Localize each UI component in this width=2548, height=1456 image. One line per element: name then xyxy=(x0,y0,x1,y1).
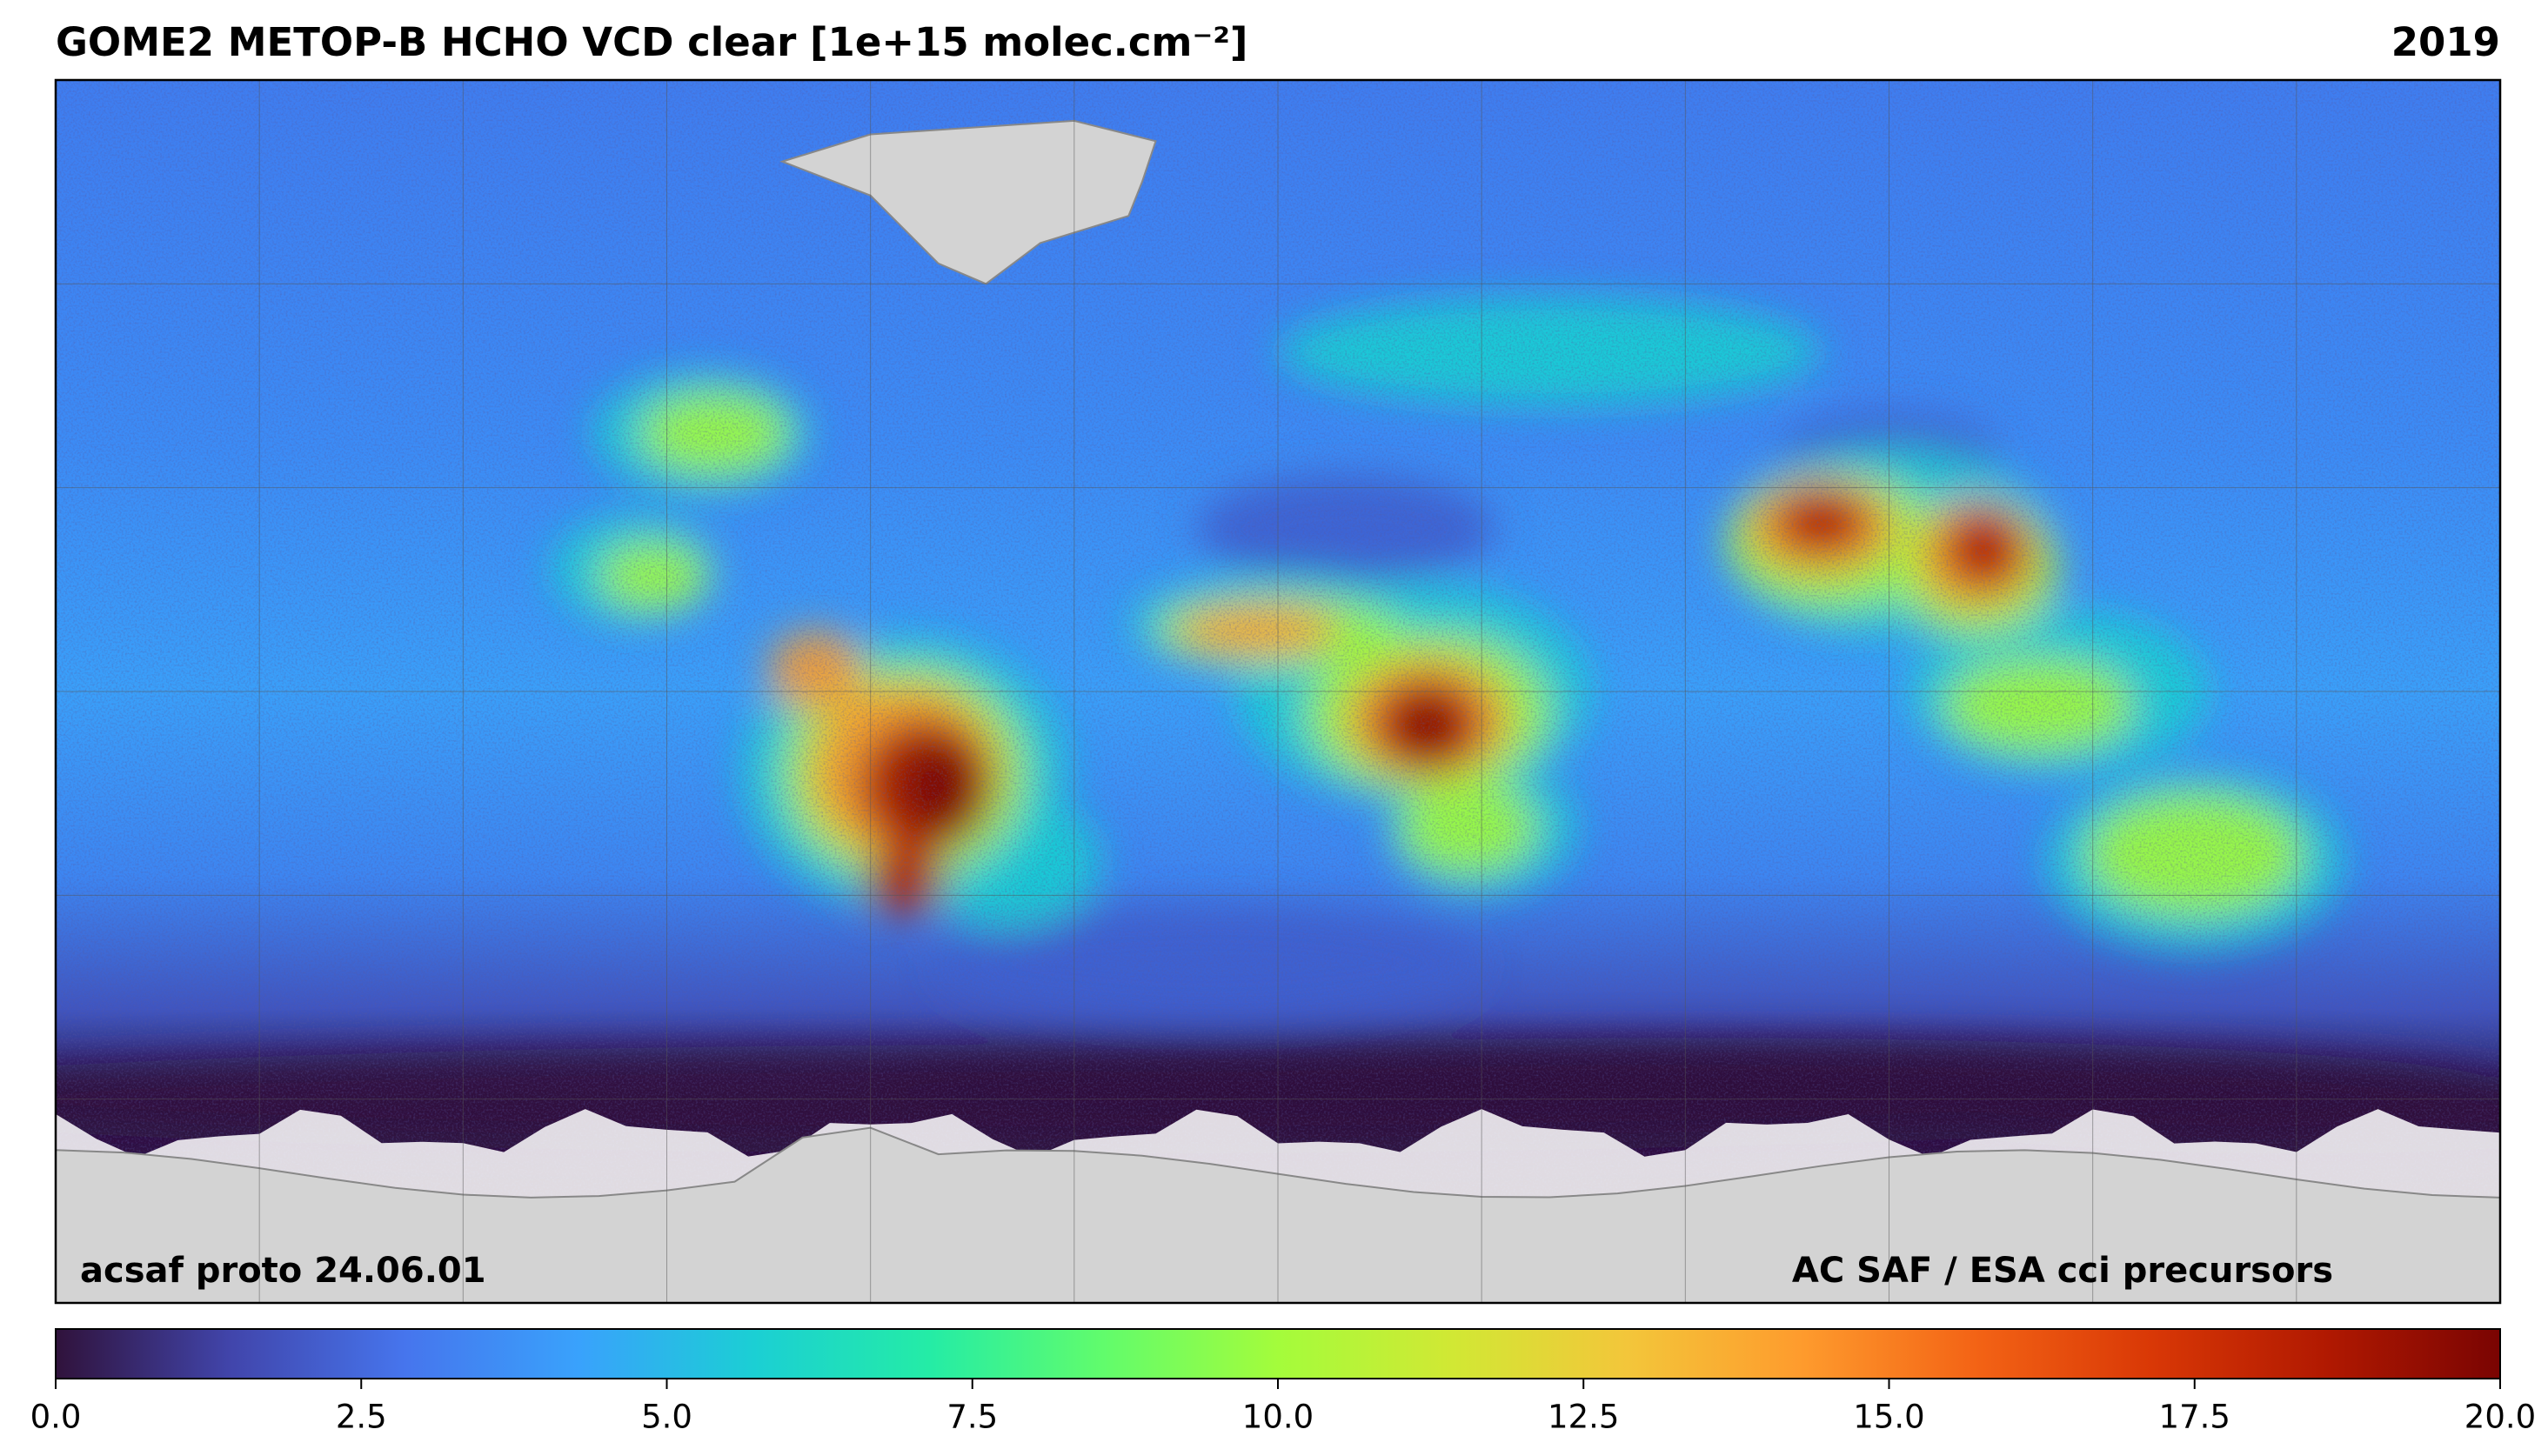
tick-label: 5.0 xyxy=(641,1399,692,1436)
year: 2019 xyxy=(2391,19,2500,65)
tick-label: 10.0 xyxy=(1242,1399,1314,1436)
map-frame xyxy=(54,78,2502,1305)
greenland xyxy=(779,119,1157,285)
tick-label: 12.5 xyxy=(1548,1399,1619,1436)
graticule xyxy=(56,80,2500,1303)
tick-label: 20.0 xyxy=(2464,1399,2536,1436)
tick-label: 2.5 xyxy=(336,1399,387,1436)
map xyxy=(56,80,2500,1303)
tick-label: 15.0 xyxy=(1853,1399,1924,1436)
footer-right: AC SAF / ESA cci precursors xyxy=(1792,1251,2333,1291)
colorbar-ticks: 0.0 2.5 5.0 7.5 10.0 12.5 15.0 17.5 20.0 xyxy=(30,1379,2536,1436)
tick-label: 7.5 xyxy=(946,1399,998,1436)
map-title: GOME2 METOP-B HCHO VCD clear [1e+15 mole… xyxy=(56,19,1247,65)
colorbar xyxy=(55,1328,2501,1379)
footer-left: acsaf proto 24.06.01 xyxy=(80,1251,486,1291)
tick-label: 17.5 xyxy=(2159,1399,2230,1436)
tick-label: 0.0 xyxy=(30,1399,82,1436)
